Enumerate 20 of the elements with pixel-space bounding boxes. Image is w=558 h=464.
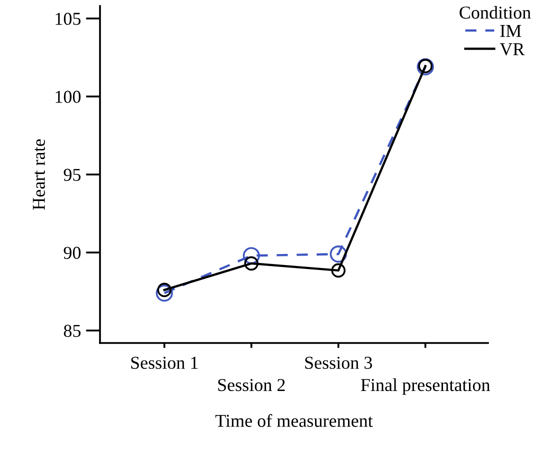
- x-axis-title: Time of measurement: [215, 414, 373, 427]
- point: [242, 247, 260, 264]
- y-tick-label: 90: [64, 246, 81, 259]
- point: [244, 256, 259, 271]
- x-tick-label: Session 2: [218, 378, 285, 392]
- x-tick-label: Session 3: [305, 356, 372, 369]
- x-tick-label: Session 1: [131, 356, 198, 369]
- y-tick-label: 95: [64, 168, 81, 181]
- x-tick-label: Final presentation: [360, 378, 490, 395]
- legend-label: VR: [500, 43, 525, 56]
- y-tick-label: 85: [64, 324, 81, 337]
- point: [331, 263, 346, 278]
- point: [330, 246, 347, 263]
- y-tick-label: 105: [56, 12, 81, 25]
- y-tick-label: 100: [56, 90, 81, 103]
- y-axis-title: Heart rate: [32, 139, 45, 210]
- legend-label: IM: [500, 24, 522, 37]
- point: [156, 284, 173, 302]
- legend-title: Condition: [460, 6, 531, 19]
- point: [157, 282, 172, 298]
